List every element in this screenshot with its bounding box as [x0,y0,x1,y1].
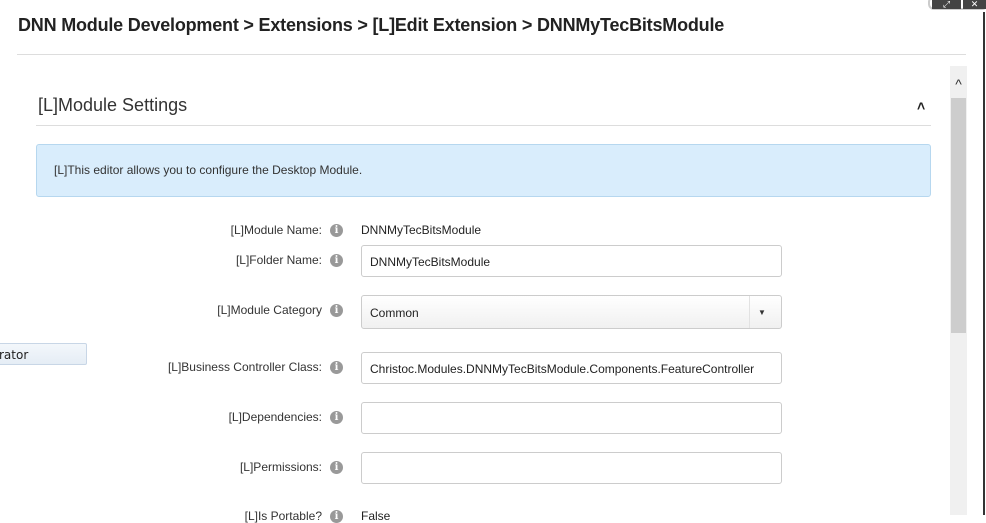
info-icon[interactable]: i [330,254,343,267]
dependencies-input[interactable] [361,402,782,434]
background-button[interactable]: rator [0,343,87,365]
module-category-select[interactable]: Common [361,295,782,329]
module-name-label: [L]Module Name: [230,223,322,237]
module-name-value: DNNMyTecBitsModule [361,223,482,237]
info-icon[interactable]: i [330,461,343,474]
is-portable-label: [L]Is Portable? [244,509,322,523]
header-divider [17,54,966,55]
breadcrumb-title: DNN Module Development > Extensions > [L… [18,15,725,35]
info-icon[interactable]: i [330,510,343,523]
scroll-up-icon[interactable]: ^ [955,76,962,92]
permissions-label: [L]Permissions: [239,460,322,474]
info-icon[interactable]: i [330,361,343,374]
dependencies-label: [L]Dependencies: [228,410,322,424]
info-icon[interactable]: i [330,224,343,237]
chevron-up-icon[interactable]: ˄ [917,98,926,114]
folder-name-input[interactable]: DNNMyTecBitsModule [361,245,782,277]
business-controller-input[interactable]: Christoc.Modules.DNNMyTecBitsModule.Comp… [361,352,782,384]
restore-icon[interactable]: ⤢ [932,0,961,9]
is-portable-value: False [361,509,391,523]
window-border [983,12,985,515]
module-category-label: [L]Module Category [217,303,322,317]
info-icon[interactable]: i [330,411,343,424]
section-title[interactable]: [L]Module Settings [38,95,188,115]
business-controller-label: [L]Business Controller Class: [167,360,322,374]
section-divider [36,125,931,126]
caret-down-icon[interactable]: ▼ [758,308,766,317]
info-icon[interactable]: i [330,304,343,317]
folder-name-label: [L]Folder Name: [235,253,322,267]
permissions-input[interactable] [361,452,782,484]
scrollbar-thumb[interactable] [951,98,966,333]
select-separator [749,296,750,328]
info-box: [L]This editor allows you to configure t… [36,144,931,197]
close-icon[interactable]: ✕ [963,0,986,9]
